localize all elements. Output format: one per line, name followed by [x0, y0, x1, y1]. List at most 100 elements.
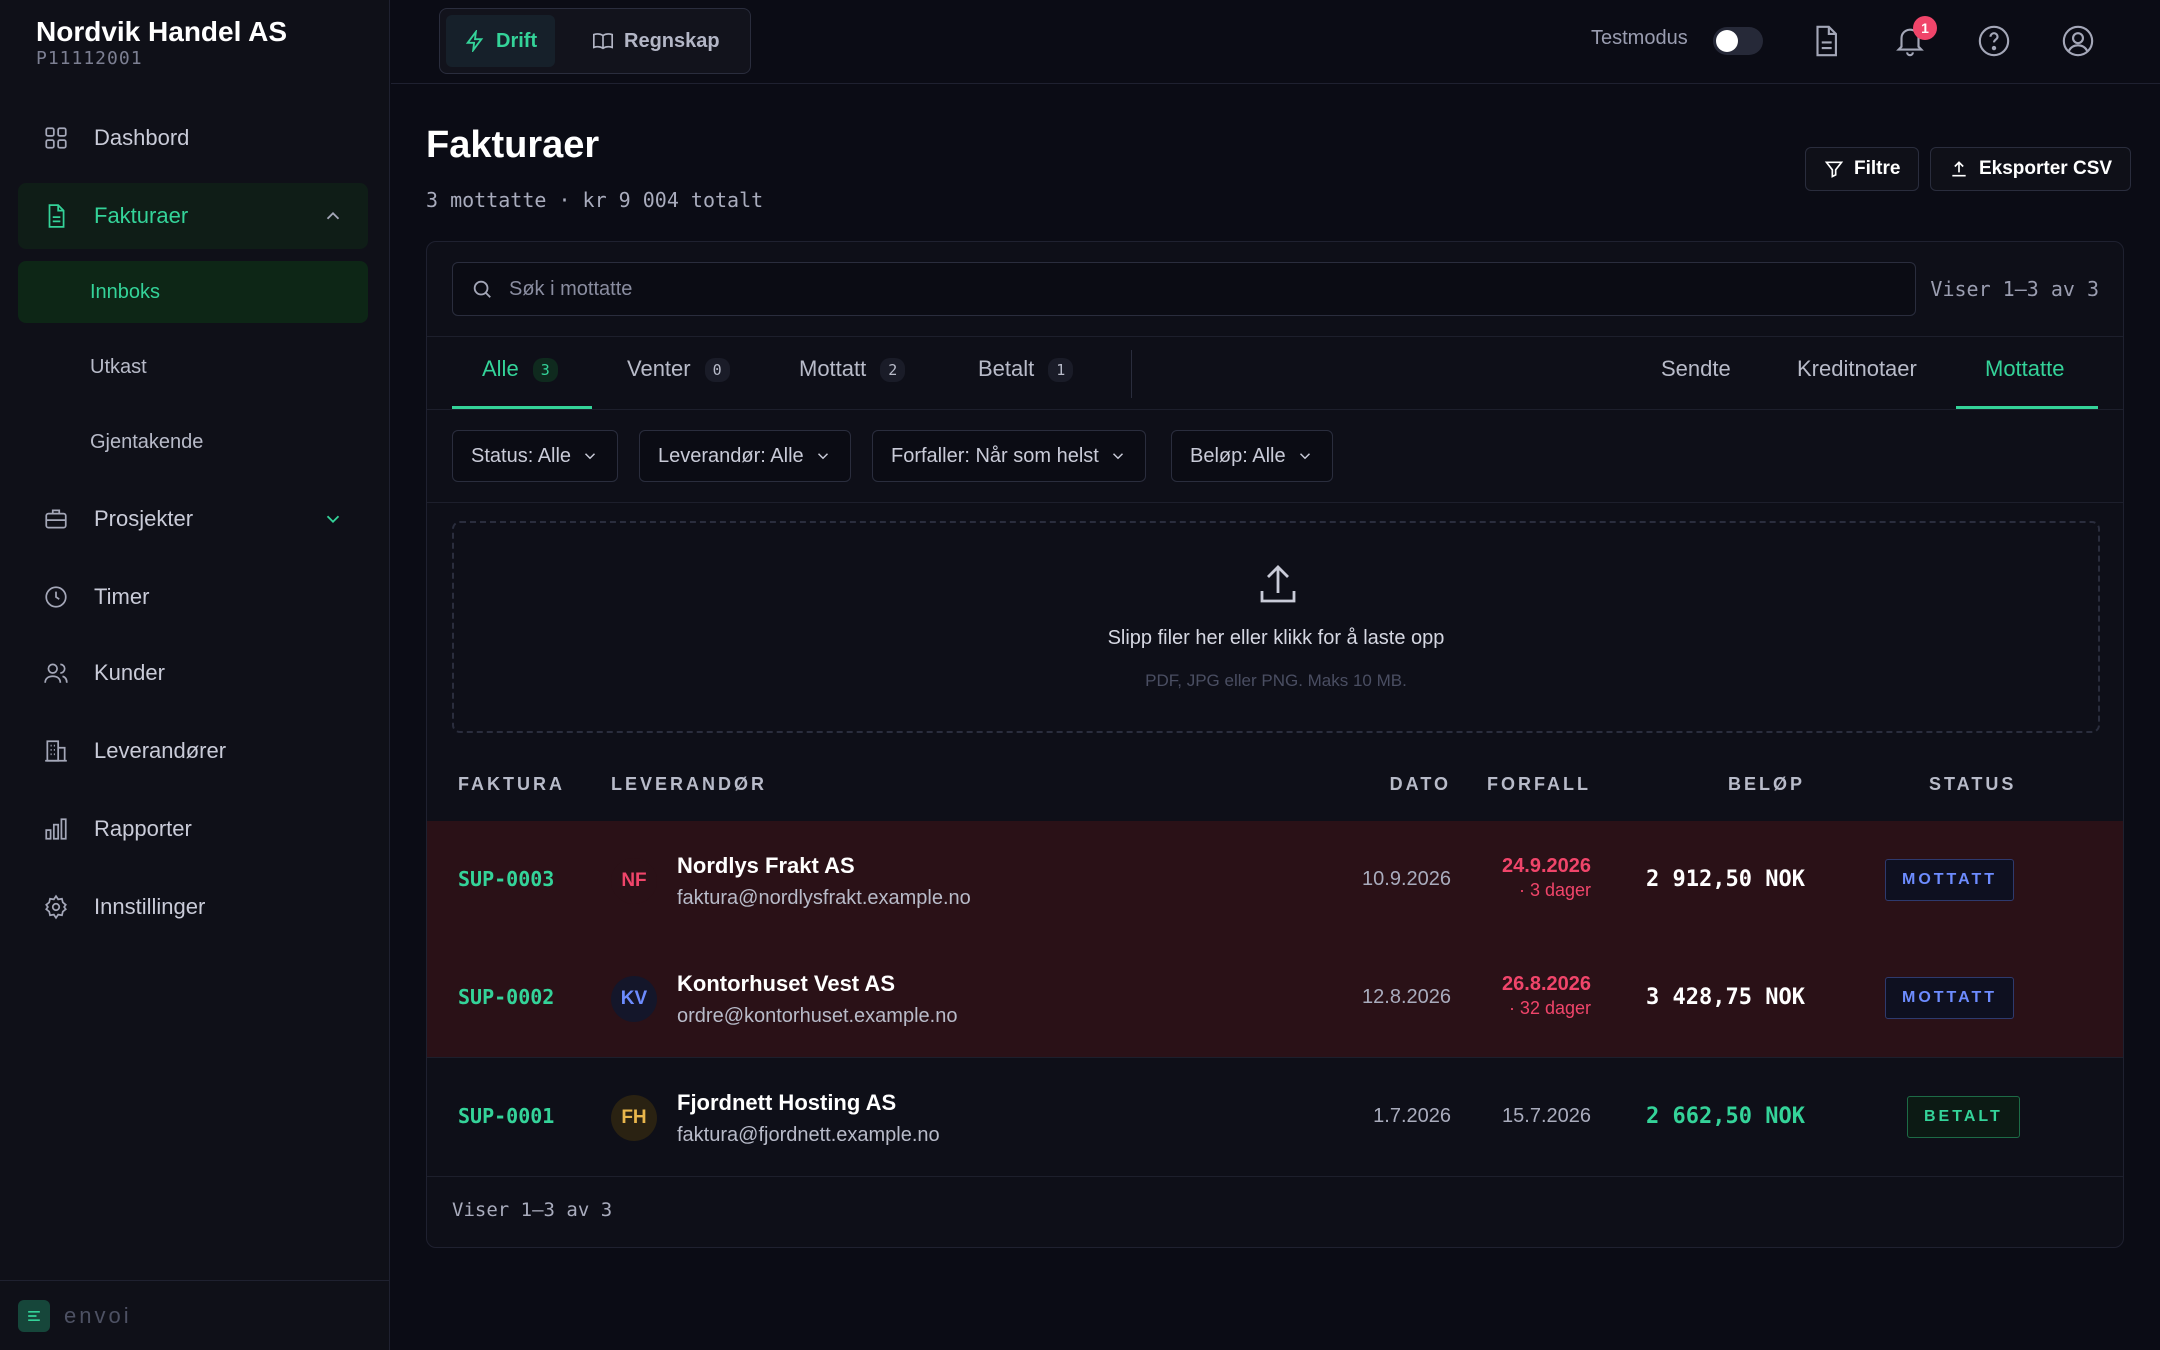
supplier-filter-dropdown[interactable]: Leverandør: Alle	[639, 430, 851, 482]
sidebar-item-customers[interactable]: Kunder	[18, 640, 368, 706]
file-dropzone[interactable]: Slipp filer her eller klikk for å laste …	[452, 521, 2100, 733]
sidebar-item-reports[interactable]: Rapporter	[18, 796, 368, 862]
testmode-toggle[interactable]	[1713, 27, 1763, 55]
tab-pending[interactable]: Venter 0	[627, 356, 730, 432]
export-csv-button[interactable]: Eksporter CSV	[1930, 147, 2132, 191]
sidebar-item-suppliers[interactable]: Leverandører	[18, 718, 368, 784]
sidebar-item-label: Innstillinger	[94, 894, 206, 919]
brand-name: envoi	[64, 1302, 132, 1328]
mode-regnskap-button[interactable]: Regnskap	[574, 15, 738, 67]
due-date-value: 24.9.2026	[1502, 855, 1591, 877]
due-filter-dropdown[interactable]: Forfaller: Når som helst	[872, 430, 1146, 482]
tab-label: Alle	[482, 356, 519, 381]
lightning-icon	[465, 30, 484, 52]
grid-icon	[42, 124, 70, 152]
notification-badge: 1	[1913, 16, 1937, 40]
document-icon[interactable]	[1809, 24, 1843, 58]
sidebar-subitem-recurring[interactable]: Gjentakende	[90, 430, 204, 453]
tab-sent[interactable]: Sendte	[1661, 356, 1731, 381]
dropzone-hint: PDF, JPG eller PNG. Maks 10 MB.	[1145, 671, 1407, 690]
amount-filter-dropdown[interactable]: Beløp: Alle	[1171, 430, 1333, 482]
filter-label: Beløp: Alle	[1190, 444, 1286, 467]
tab-credit-notes[interactable]: Kreditnotaer	[1797, 356, 1917, 381]
active-tab-indicator	[452, 406, 592, 409]
briefcase-icon	[42, 505, 70, 533]
result-range-bottom: Viser 1–3 av 3	[452, 1199, 613, 1221]
vendor-email: ordre@kontorhuset.example.no	[677, 1005, 958, 1027]
avatar: NF	[611, 858, 657, 904]
org-id: P11112001	[36, 48, 143, 69]
testmode-label: Testmodus	[1591, 27, 1688, 49]
gear-icon	[42, 893, 70, 921]
filter-label: Status: Alle	[471, 444, 572, 467]
status-filter-dropdown[interactable]: Status: Alle	[452, 430, 619, 482]
avatar: FH	[611, 1095, 657, 1141]
column-header-amount: BELØP	[1727, 774, 1805, 794]
column-header-date: DATO	[1389, 774, 1451, 794]
vendor-email: faktura@fjordnett.example.no	[677, 1124, 940, 1146]
status-badge: MOTTATT	[1885, 977, 2015, 1019]
avatar: KV	[611, 976, 657, 1022]
sidebar-item-label: Fakturaer	[94, 203, 189, 228]
tab-count: 2	[880, 358, 906, 382]
tab-paid[interactable]: Betalt 1	[978, 356, 1074, 432]
column-header-due: FORFALL	[1487, 774, 1591, 794]
invoice-id-link[interactable]: SUP-0002	[458, 985, 555, 1009]
tab-received[interactable]: Mottatt 2	[799, 356, 906, 432]
table-row[interactable]: SUP-0001 FH Fjordnett Hosting AS faktura…	[427, 1058, 2123, 1176]
sidebar-item-projects[interactable]: Prosjekter	[18, 486, 368, 552]
user-account-icon[interactable]	[2061, 24, 2095, 58]
amount: 2 662,50 NOK	[1646, 1104, 1805, 1129]
upload-icon	[1952, 161, 1966, 177]
column-header-invoice: FAKTURA	[458, 774, 565, 794]
chevron-down-icon[interactable]	[322, 508, 344, 530]
sidebar-item-label: Rapporter	[94, 816, 192, 841]
sidebar-item-hours[interactable]: Timer	[18, 564, 368, 630]
sidebar-item-dashboard[interactable]: Dashbord	[18, 105, 368, 171]
tab-all[interactable]: Alle 3	[482, 356, 558, 432]
divider	[427, 502, 2123, 503]
toggle-knob	[1716, 30, 1738, 52]
bell-icon[interactable]: 1	[1893, 16, 1937, 58]
filter-label: Forfaller: Når som helst	[891, 444, 1099, 467]
book-icon	[593, 33, 613, 50]
divider	[427, 1176, 2123, 1177]
tab-label: Betalt	[978, 356, 1035, 381]
table-row[interactable]: SUP-0002 KV Kontorhuset Vest AS ordre@ko…	[427, 939, 2123, 1057]
brand-logo-icon	[18, 1299, 50, 1332]
export-button-label: Eksporter CSV	[1979, 158, 2113, 179]
invoice-card: Viser 1–3 av 3 Alle 3 Venter 0 Mottatt 2…	[426, 241, 2124, 1248]
upload-icon	[1260, 565, 1296, 603]
sidebar-subitem-drafts[interactable]: Utkast	[90, 355, 147, 378]
page-title: Fakturaer	[426, 124, 600, 166]
status-badge: BETALT	[1907, 1096, 2020, 1138]
tab-label: Venter	[627, 356, 691, 381]
invoice-id-link[interactable]: SUP-0003	[458, 867, 555, 891]
search-box[interactable]	[452, 262, 1916, 316]
divider	[427, 336, 2123, 337]
column-header-status: STATUS	[1929, 774, 2017, 794]
filter-button-label: Filtre	[1854, 158, 1901, 179]
org-name: Nordvik Handel AS	[36, 16, 288, 47]
amount: 3 428,75 NOK	[1646, 985, 1805, 1010]
due-date: 24.9.2026 · 3 dager	[1502, 855, 1591, 901]
chevron-down-icon	[1112, 453, 1123, 460]
chevron-up-icon[interactable]	[322, 205, 344, 227]
search-input[interactable]	[509, 277, 1889, 301]
due-date-note: · 32 dager	[1508, 998, 1591, 1018]
tab-separator	[1131, 350, 1132, 398]
chevron-down-icon	[585, 453, 596, 460]
tab-received-view[interactable]: Mottatte	[1985, 356, 2065, 381]
table-row[interactable]: SUP-0003 NF Nordlys Frakt AS faktura@nor…	[427, 821, 2123, 939]
due-date-value: 15.7.2026	[1502, 1105, 1591, 1127]
invoice-id-link[interactable]: SUP-0001	[458, 1104, 555, 1128]
bar-chart-icon	[42, 815, 70, 843]
due-date: 26.8.2026 · 32 dager	[1502, 973, 1591, 1019]
sidebar-subitem-inbox[interactable]: Innboks	[18, 261, 368, 323]
filter-button[interactable]: Filtre	[1805, 147, 1920, 191]
sidebar-item-settings[interactable]: Innstillinger	[18, 874, 368, 940]
mode-drift-button[interactable]: Drift	[446, 15, 556, 67]
sidebar-item-invoices[interactable]: Fakturaer	[18, 183, 368, 249]
help-icon[interactable]	[1977, 24, 2011, 58]
building-icon	[42, 737, 70, 765]
